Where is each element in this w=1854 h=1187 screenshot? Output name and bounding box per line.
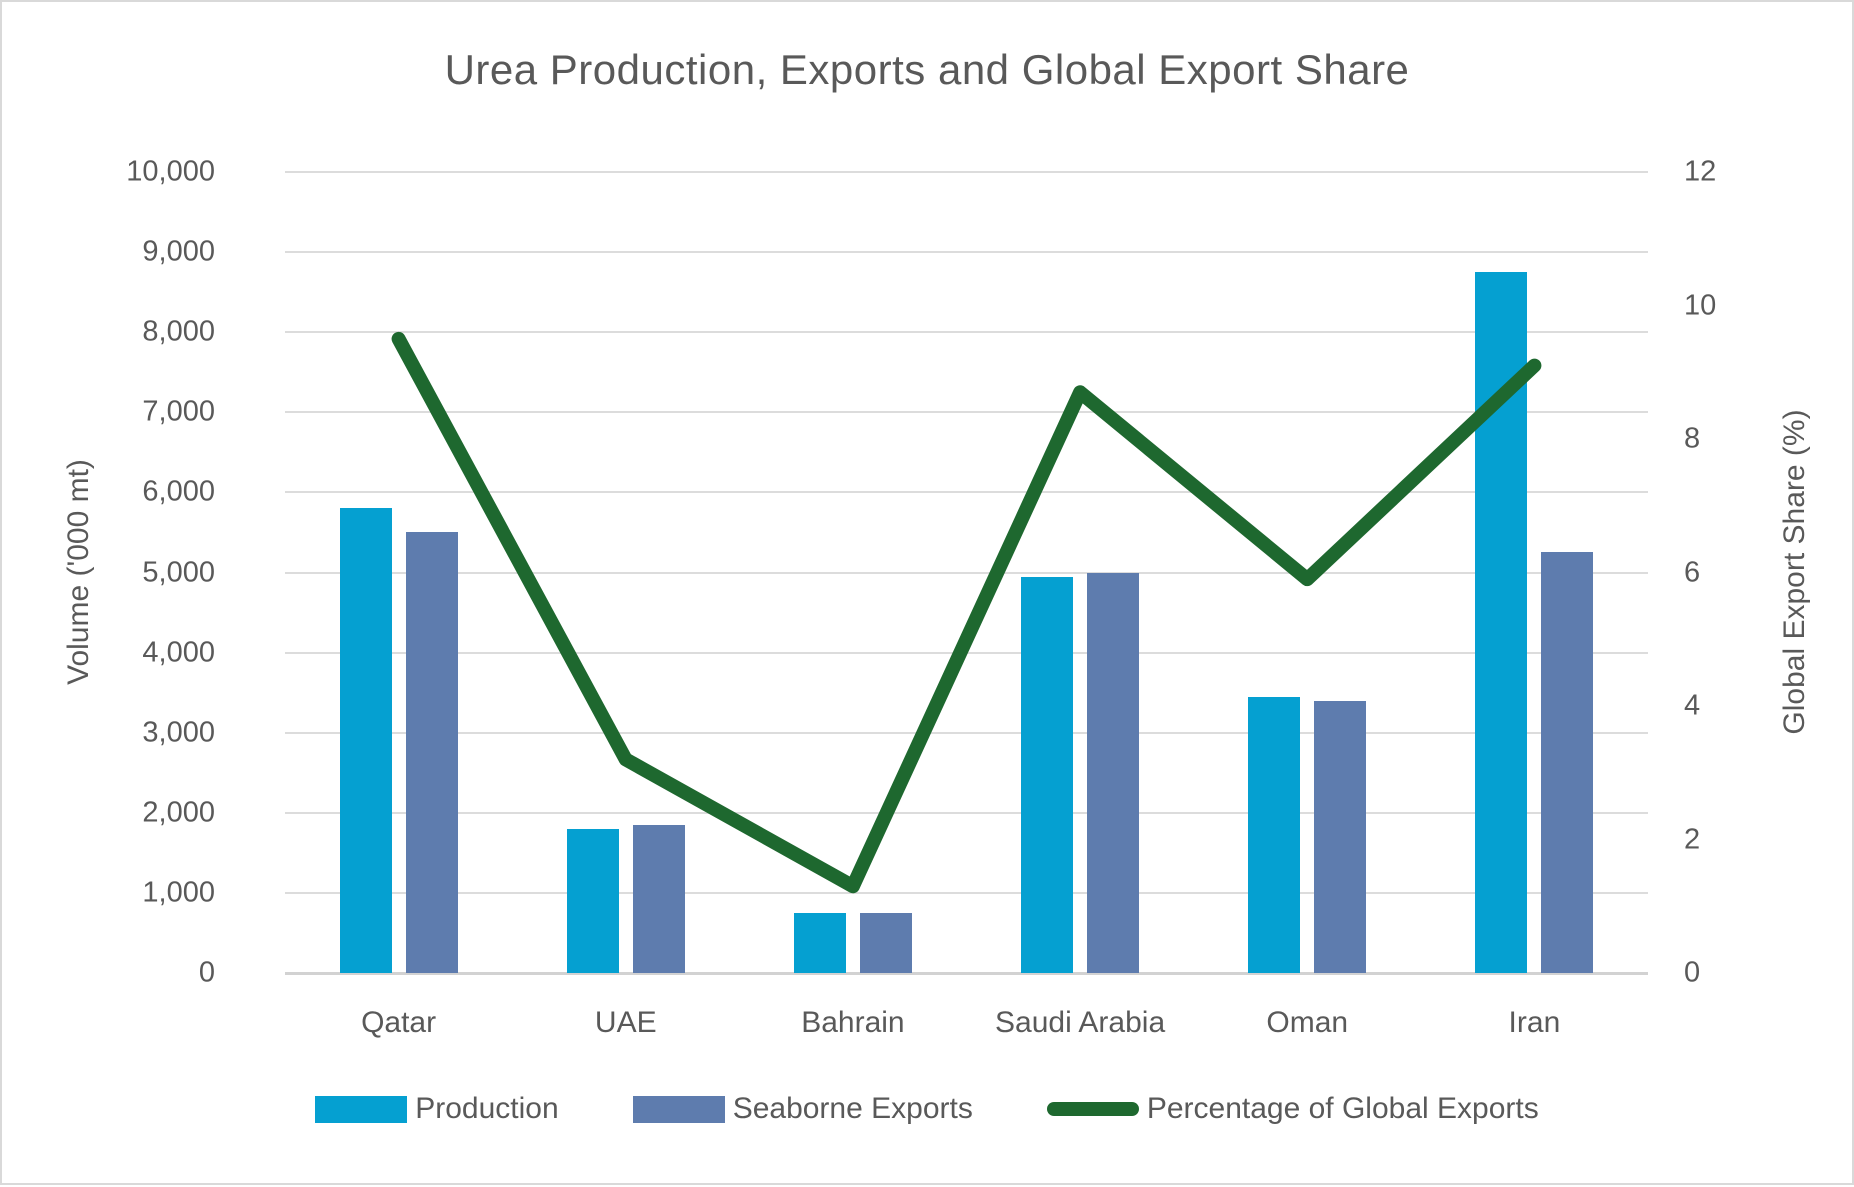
bar-seaborne-exports-qatar: [405, 532, 458, 973]
gridline: [285, 731, 1648, 734]
bar-production-bahrain: [793, 912, 846, 973]
bar-production-uae: [566, 828, 619, 973]
category-label-bahrain: Bahrain: [801, 1006, 905, 1039]
bar-seaborne-exports-bahrain: [859, 912, 912, 973]
y-axis-tick-label: 4,000: [142, 636, 215, 669]
category-label-oman: Oman: [1266, 1006, 1349, 1039]
bar-production-oman: [1248, 696, 1301, 973]
legend-label: Production: [415, 1092, 559, 1125]
y2-axis-tick-label: 10: [1684, 289, 1717, 321]
gridline: [285, 571, 1648, 574]
gridline: [285, 811, 1648, 814]
y-axis-tick-label: 10,000: [126, 155, 215, 188]
y-axis-tick-label: 8,000: [142, 315, 215, 348]
legend-item-percentage-of-global-exports: Percentage of Global Exports: [1046, 1092, 1539, 1126]
legend-item-seaborne-exports: Seaborne Exports: [632, 1092, 973, 1126]
bar-seaborne-exports-saudi-arabia: [1087, 572, 1140, 973]
y2-axis-tick-label: 12: [1684, 155, 1717, 188]
category-label-uae: UAE: [594, 1006, 657, 1039]
legend-label: Percentage of Global Exports: [1146, 1092, 1539, 1125]
legend-item-production: Production: [315, 1092, 559, 1126]
bar-production-saudi-arabia: [1021, 576, 1074, 973]
legend-label: Seaborne Exports: [732, 1092, 973, 1125]
legend: Production Seaborne Exports Percentage of …: [2, 1092, 1852, 1126]
gridline: [285, 251, 1648, 254]
y2-axis-tick-label: 8: [1684, 422, 1701, 455]
y-axis-tick-label: 0: [198, 956, 215, 989]
gridline: [285, 491, 1648, 494]
bar-production-qatar: [339, 508, 392, 973]
bar-seaborne-exports-oman: [1314, 700, 1367, 973]
legend-swatch-seaborne-exports: [632, 1095, 725, 1123]
y-axis-tick-label: 9,000: [142, 235, 215, 268]
x-axis-line: [285, 971, 1648, 975]
y2-axis-tick-label: 2: [1684, 823, 1701, 855]
chart-title: Urea Production, Exports and Global Expo…: [444, 46, 1410, 93]
gridline: [285, 411, 1648, 414]
y-axis-tick-label: 2,000: [142, 796, 215, 829]
y-axis-tick-label: 7,000: [142, 395, 215, 428]
y2-axis-tick-label: 0: [1684, 956, 1701, 989]
y2-axis-tick-label: 6: [1684, 556, 1701, 588]
category-label-iran: Iran: [1508, 1006, 1561, 1039]
category-label-qatar: Qatar: [361, 1006, 437, 1039]
bar-seaborne-exports-iran: [1541, 552, 1594, 973]
line-path-percentage-of-global-exports: [391, 331, 1542, 894]
category-label-saudi-arabia: Saudi Arabia: [995, 1006, 1166, 1039]
legend-swatch-percentage-of-global-exports: [1046, 1102, 1139, 1116]
gridline: [285, 331, 1648, 334]
y-axis-tick-label: 3,000: [142, 716, 215, 749]
y2-axis-tick-label: 4: [1684, 689, 1701, 722]
y-axis-tick-label: 6,000: [142, 475, 215, 508]
bar-seaborne-exports-uae: [632, 824, 685, 973]
gridline: [285, 171, 1648, 173]
gridline: [285, 891, 1648, 894]
legend-swatch-production: [315, 1095, 408, 1123]
y-axis-tick-label: 5,000: [142, 556, 215, 588]
y-axis-tick-label: 1,000: [142, 876, 215, 909]
